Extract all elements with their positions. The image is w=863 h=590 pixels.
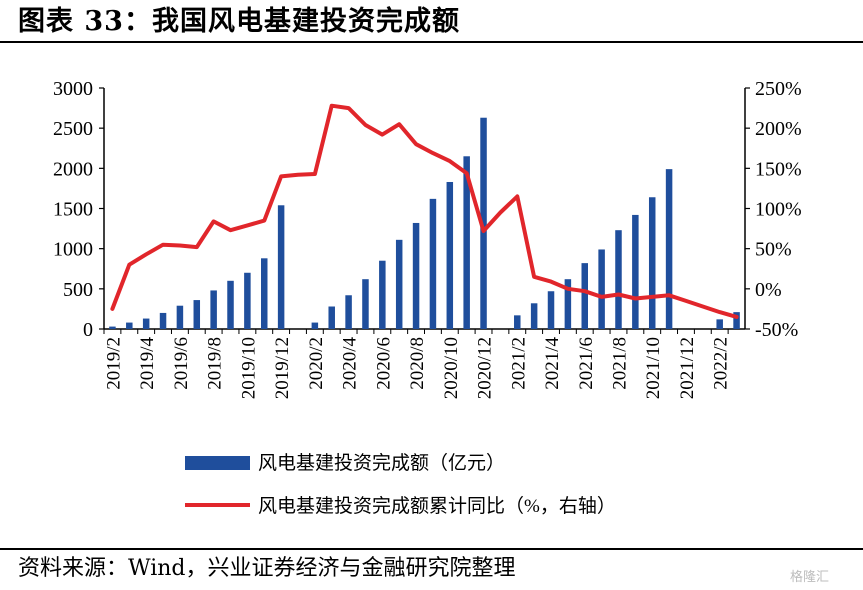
yoy-line: [110, 103, 739, 319]
bar: [564, 279, 572, 329]
chart-axes: 0 500 1000 1500 2000 2500 3000 -50% 0% 50% 100% 150…: [53, 78, 802, 399]
bar: [395, 239, 403, 329]
bar: [598, 249, 605, 329]
x-tick-label: 2021/8: [609, 337, 630, 390]
bar: [277, 205, 285, 329]
legend-swatch-bars: [185, 456, 250, 470]
x-tick-label: 2021/6: [576, 337, 597, 390]
title-rule: [0, 41, 863, 43]
bar: [328, 306, 335, 329]
bar: [379, 260, 386, 329]
bar: [648, 197, 656, 329]
left-tick-label: 0: [83, 319, 93, 341]
right-tick-label: 250%: [755, 78, 802, 100]
x-tick-label: 2019/6: [171, 337, 192, 390]
bar-series: [109, 117, 740, 330]
left-tick-label: 1500: [53, 199, 93, 221]
x-tick-label: 2020/4: [340, 337, 361, 390]
bar: [126, 322, 133, 329]
x-tick-label: 2019/4: [137, 337, 158, 390]
bar: [632, 214, 639, 329]
left-tick-label: 1000: [53, 239, 93, 261]
bar: [109, 326, 116, 329]
bar: [193, 300, 201, 329]
left-tick-label: 3000: [53, 78, 93, 100]
x-tick-label: 2019/12: [272, 337, 293, 399]
x-tick-label: 2021/12: [677, 337, 698, 399]
legend-label-bars: 风电基建投资完成额（亿元）: [258, 452, 505, 474]
bar: [261, 258, 268, 329]
chart-legend: 风电基建投资完成额（亿元） 风电基建投资完成额累计同比（%，右轴）: [185, 452, 616, 517]
x-tick-label: 2019/2: [103, 337, 124, 390]
x-tick-label: 2020/10: [441, 337, 462, 399]
bar: [446, 181, 454, 329]
bar: [530, 303, 538, 329]
bar: [463, 156, 470, 329]
x-tick-label: 2021/4: [542, 337, 563, 390]
bar: [210, 290, 217, 329]
page-title: 图表 33：我国风电基建投资完成额: [18, 6, 460, 37]
x-tick-label: 2020/8: [407, 337, 428, 390]
bar: [244, 272, 251, 329]
bar: [345, 295, 352, 329]
bar: [615, 230, 622, 329]
bar: [514, 315, 521, 329]
bar: [665, 169, 673, 329]
x-tick-label: 2021/10: [643, 337, 664, 399]
source-note: 资料来源：Wind，兴业证券经济与金融研究院整理: [18, 556, 516, 581]
bar: [362, 279, 369, 329]
right-tick-label: 150%: [755, 158, 802, 180]
right-tick-label: 0%: [755, 279, 782, 301]
bar: [412, 222, 420, 329]
bar: [733, 312, 740, 329]
right-tick-label: 100%: [755, 199, 802, 221]
bar: [716, 319, 723, 329]
x-tick-label: 2020/6: [373, 337, 394, 390]
x-tick-label: 2019/8: [205, 337, 226, 390]
x-tick-label: 2022/2: [711, 337, 732, 390]
bar: [311, 322, 319, 329]
right-tick-label: 200%: [755, 118, 802, 140]
line-series: [110, 103, 739, 319]
left-tick-label: 2500: [53, 118, 93, 140]
bar: [581, 263, 588, 329]
x-tick-label: 2021/2: [508, 337, 529, 390]
right-tick-label: 50%: [755, 239, 792, 261]
bar: [142, 318, 150, 329]
x-tick-label: 2019/10: [238, 337, 259, 399]
bar: [547, 291, 555, 329]
bar: [429, 198, 437, 329]
bar: [176, 305, 184, 329]
x-tick-label: 2020/12: [475, 337, 496, 399]
bar: [480, 117, 487, 330]
watermark: 格隆汇: [790, 570, 830, 585]
footer-rule: [0, 548, 863, 550]
bar: [227, 280, 234, 329]
bar: [159, 312, 167, 329]
legend-label-line: 风电基建投资完成额累计同比（%，右轴）: [258, 495, 616, 517]
left-tick-label: 500: [63, 279, 93, 301]
x-tick-label: 2020/2: [306, 337, 327, 390]
left-tick-label: 2000: [53, 158, 93, 180]
right-tick-label: -50%: [755, 319, 798, 341]
